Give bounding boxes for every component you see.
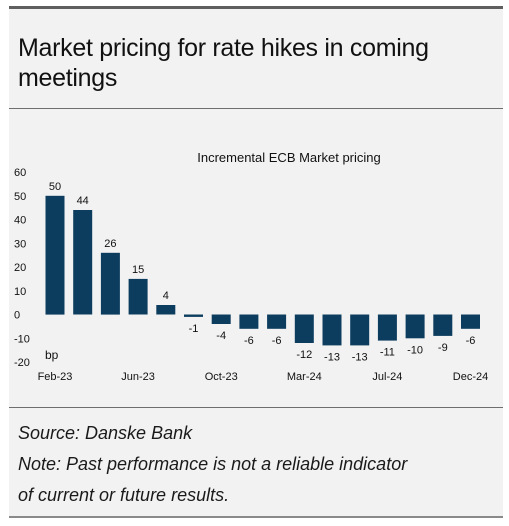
bar-chart: Incremental ECB Market pricing -20 -10 0 10… [14, 150, 488, 383]
x-tick-label: Oct-23 [205, 371, 238, 383]
bar [405, 314, 425, 339]
data-label: -12 [296, 349, 312, 361]
chart-title: Incremental ECB Market pricing [197, 150, 381, 165]
bar [156, 305, 176, 315]
bottom-rule [9, 516, 503, 518]
y-tick-label: 60 [14, 167, 26, 179]
data-label: 50 [49, 181, 61, 193]
data-label: -11 [380, 347, 395, 359]
data-label: -13 [324, 351, 340, 363]
top-rule [9, 6, 503, 9]
title-line-1: Market pricing for rate hikes in coming [18, 34, 429, 62]
bar [294, 314, 314, 343]
data-label: 4 [163, 290, 169, 302]
y-tick-label: -10 [14, 333, 30, 345]
bar [211, 314, 231, 324]
y-tick-label: 50 [14, 191, 26, 203]
chart-card: Market pricing for rate hikes in coming … [9, 6, 503, 518]
data-label: -6 [244, 335, 254, 347]
data-label: 26 [104, 238, 116, 250]
chart-card-title: Market pricing for rate hikes in coming … [18, 33, 498, 93]
data-label: 44 [77, 195, 89, 207]
note-line-1: Note: Past performance is not a reliable… [18, 454, 408, 474]
unit-label: bp [45, 348, 59, 362]
divider-top [9, 108, 503, 109]
bar [73, 210, 93, 315]
bar [322, 314, 342, 346]
bar [377, 314, 397, 341]
data-label: 15 [132, 264, 144, 276]
bar [239, 314, 259, 329]
x-tick-label: Feb-23 [38, 371, 73, 383]
footer: Source: Danske Bank Note: Past performan… [18, 418, 498, 511]
data-label: -4 [216, 330, 226, 342]
data-label: -13 [352, 351, 368, 363]
data-label: -6 [272, 335, 282, 347]
bar [184, 314, 203, 317]
data-label: -6 [466, 335, 476, 347]
bar [45, 195, 65, 315]
chart-area: Incremental ECB Market pricing -20 -10 0 10… [9, 109, 503, 407]
bar [128, 278, 148, 315]
y-tick-label: -20 [14, 357, 30, 369]
bar [461, 314, 480, 329]
y-tick-label: 30 [14, 238, 26, 250]
y-tick-label: 20 [14, 262, 26, 274]
title-line-2: meetings [18, 64, 118, 92]
divider-bottom [9, 407, 503, 408]
y-tick-label: 10 [14, 286, 26, 298]
note-line-2: of current or future results. [18, 485, 230, 505]
y-tick-label: 40 [14, 215, 26, 227]
source-text: Source: Danske Bank [18, 423, 193, 443]
data-label: -1 [189, 323, 199, 335]
bar [350, 314, 370, 346]
y-tick-label: 0 [14, 310, 20, 322]
x-tick-label: Mar-24 [287, 371, 322, 383]
x-tick-label: Jul-24 [372, 371, 402, 383]
data-label: -10 [407, 344, 423, 356]
x-tick-label: Dec-24 [453, 371, 488, 383]
x-tick-label: Jun-23 [121, 371, 155, 383]
bar [433, 314, 453, 336]
bar [267, 314, 287, 329]
data-label: -9 [438, 342, 448, 354]
bar [100, 252, 120, 315]
